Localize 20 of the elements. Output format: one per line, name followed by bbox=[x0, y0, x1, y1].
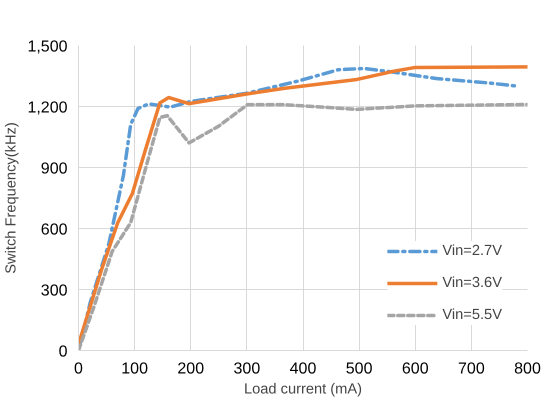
x-tick-label: 800 bbox=[514, 360, 541, 378]
x-axis-title: Load current (mA) bbox=[244, 382, 362, 398]
y-axis-title: Switch Frequency(kHz) bbox=[3, 122, 20, 274]
y-tick-label: 1,200 bbox=[27, 100, 68, 116]
y-tick-label: 900 bbox=[40, 160, 68, 178]
y-tick-label: 0 bbox=[58, 344, 68, 360]
x-tick-label: 400 bbox=[290, 360, 316, 378]
legend-label: Vin=2.7V bbox=[442, 243, 502, 259]
x-tick-label: 200 bbox=[177, 360, 204, 378]
y-tick-label: 600 bbox=[40, 222, 68, 238]
x-tick-label: 700 bbox=[458, 360, 485, 378]
x-tick-label: 500 bbox=[346, 360, 373, 378]
x-tick-label: 300 bbox=[234, 360, 260, 378]
x-tick-label: 600 bbox=[402, 360, 429, 378]
legend-label: Vin=5.5V bbox=[442, 307, 502, 323]
y-tick-label: 1,500 bbox=[27, 38, 68, 56]
x-tick-label: 0 bbox=[74, 360, 84, 378]
x-tick-label: 100 bbox=[121, 360, 148, 378]
legend-label: Vin=3.6V bbox=[442, 275, 502, 291]
y-tick-label: 300 bbox=[40, 282, 68, 300]
